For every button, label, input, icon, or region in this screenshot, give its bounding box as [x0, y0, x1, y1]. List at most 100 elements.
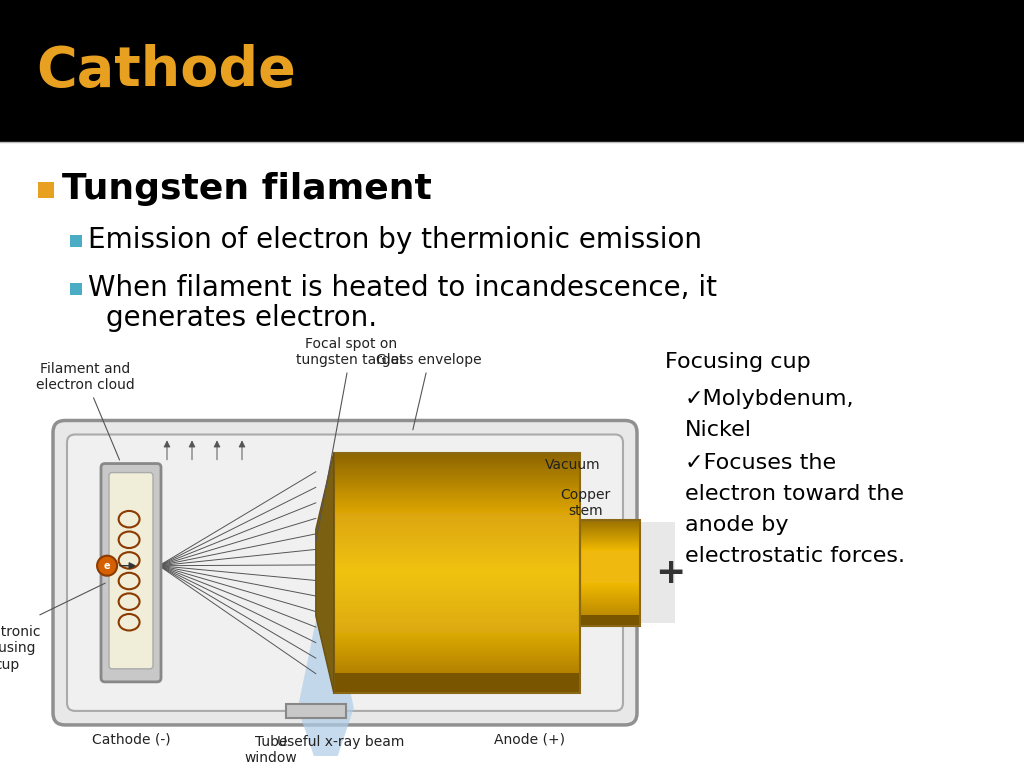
Polygon shape — [315, 452, 334, 693]
Bar — [581, 582, 640, 584]
Bar — [334, 476, 581, 478]
Bar — [334, 568, 581, 569]
Bar — [334, 682, 581, 683]
Bar — [581, 615, 640, 617]
Bar — [334, 491, 581, 492]
Bar — [334, 637, 581, 639]
Bar — [334, 578, 581, 580]
Bar — [334, 585, 581, 587]
Text: Nickel: Nickel — [685, 419, 752, 440]
Bar — [334, 676, 581, 677]
Bar — [334, 620, 581, 621]
Bar — [581, 529, 640, 531]
Bar — [581, 522, 640, 524]
Bar — [334, 673, 581, 674]
Bar — [334, 607, 581, 609]
Bar — [334, 647, 581, 648]
FancyBboxPatch shape — [67, 435, 623, 711]
Bar — [581, 574, 640, 575]
Bar — [334, 549, 581, 551]
Bar — [334, 621, 581, 623]
Bar — [334, 630, 581, 631]
Bar — [334, 483, 581, 485]
Text: +: + — [654, 556, 685, 590]
Bar — [334, 521, 581, 523]
Bar — [581, 594, 640, 595]
Bar — [334, 580, 581, 581]
Bar — [581, 558, 640, 560]
Bar — [334, 572, 581, 574]
Bar — [334, 452, 581, 454]
Bar — [334, 627, 581, 629]
Bar — [334, 651, 581, 653]
Bar — [581, 533, 640, 535]
Bar — [334, 657, 581, 658]
Bar — [581, 549, 640, 551]
Bar — [334, 508, 581, 510]
Bar — [334, 499, 581, 501]
Bar — [581, 526, 640, 528]
Bar — [334, 555, 581, 557]
Bar — [610, 522, 675, 623]
Bar — [334, 512, 581, 514]
Bar — [334, 544, 581, 545]
Bar — [334, 503, 581, 505]
Bar — [334, 616, 581, 617]
Bar — [581, 585, 640, 587]
Bar — [334, 686, 581, 687]
Bar — [334, 591, 581, 593]
Bar — [334, 687, 581, 689]
Bar — [334, 485, 581, 487]
Bar — [581, 578, 640, 580]
Bar — [334, 456, 581, 458]
Bar — [334, 692, 581, 693]
Text: Filament and
electron cloud: Filament and electron cloud — [36, 362, 134, 460]
Bar — [581, 584, 640, 585]
Bar — [334, 462, 581, 464]
Bar — [581, 554, 640, 555]
Bar — [334, 515, 581, 517]
Bar — [334, 519, 581, 521]
Bar — [334, 634, 581, 635]
Bar — [334, 514, 581, 515]
Bar — [334, 689, 581, 690]
Bar — [334, 618, 581, 620]
Text: ✓Molybdenum,: ✓Molybdenum, — [685, 389, 854, 409]
Bar — [334, 470, 581, 472]
Bar — [334, 468, 581, 469]
Text: Tungsten filament: Tungsten filament — [62, 172, 432, 206]
Text: Emission of electron by thermionic emission: Emission of electron by thermionic emiss… — [88, 227, 702, 254]
Bar — [334, 598, 581, 600]
Bar — [334, 469, 581, 471]
Bar — [581, 598, 640, 600]
Bar — [334, 613, 581, 614]
Bar — [581, 605, 640, 607]
Bar — [334, 581, 581, 583]
Bar — [334, 653, 581, 654]
Text: Focal spot on
tungsten target: Focal spot on tungsten target — [297, 337, 406, 540]
Bar — [581, 565, 640, 567]
Bar — [581, 563, 640, 564]
Bar — [334, 664, 581, 665]
Bar — [581, 543, 640, 545]
Bar — [334, 545, 581, 546]
Bar — [334, 659, 581, 660]
Bar — [334, 564, 581, 566]
Bar — [581, 559, 640, 561]
Bar — [334, 690, 581, 692]
Bar — [334, 582, 581, 584]
Bar — [334, 473, 581, 475]
Bar — [334, 538, 581, 540]
Bar — [581, 566, 640, 568]
Bar — [334, 557, 581, 558]
Bar — [334, 480, 581, 482]
Bar — [581, 564, 640, 565]
Bar — [334, 528, 581, 530]
Bar — [334, 633, 581, 634]
Bar — [334, 683, 581, 684]
Text: Cathode (-): Cathode (-) — [92, 733, 170, 747]
Bar — [334, 505, 581, 507]
Bar — [334, 684, 581, 685]
Bar — [334, 639, 581, 640]
Bar — [334, 492, 581, 494]
